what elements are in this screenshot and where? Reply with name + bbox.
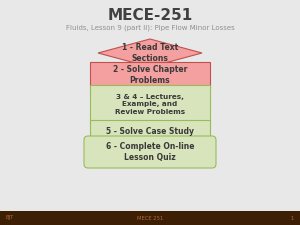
Polygon shape — [98, 39, 202, 67]
Text: MECE-251: MECE-251 — [107, 7, 193, 22]
Text: MECE 251: MECE 251 — [137, 216, 163, 220]
Text: 1 - Read Text
Sections: 1 - Read Text Sections — [122, 43, 178, 63]
FancyBboxPatch shape — [90, 62, 210, 88]
FancyBboxPatch shape — [90, 85, 210, 123]
Text: Fluids, Lesson 9 (part II): Pipe Flow Minor Losses: Fluids, Lesson 9 (part II): Pipe Flow Mi… — [66, 25, 234, 31]
FancyBboxPatch shape — [84, 136, 216, 168]
Text: 1: 1 — [291, 216, 294, 220]
Text: 5 - Solve Case Study: 5 - Solve Case Study — [106, 126, 194, 135]
Text: 3 & 4 – Lectures,
Example, and
Review Problems: 3 & 4 – Lectures, Example, and Review Pr… — [115, 94, 185, 115]
FancyBboxPatch shape — [90, 120, 210, 142]
Text: 2 - Solve Chapter
Problems: 2 - Solve Chapter Problems — [113, 65, 187, 85]
Text: 6 - Complete On-line
Lesson Quiz: 6 - Complete On-line Lesson Quiz — [106, 142, 194, 162]
FancyBboxPatch shape — [0, 211, 300, 225]
Text: BJT: BJT — [6, 216, 14, 220]
